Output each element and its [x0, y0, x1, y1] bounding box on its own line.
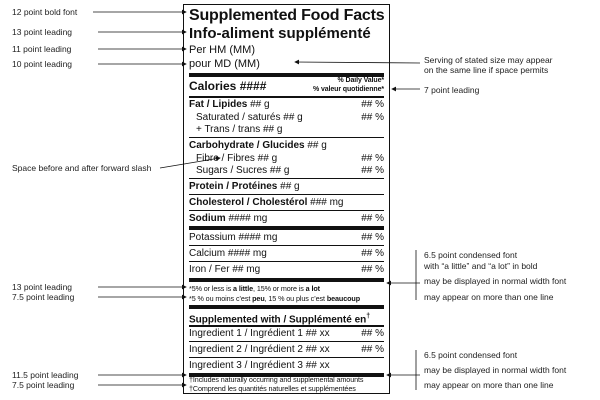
- serving-pour: pour MD (MM): [189, 58, 260, 70]
- calories-row: Calories ####: [189, 79, 267, 93]
- rule-ingredient-2: [189, 357, 384, 358]
- footnote-supplement-fr: †Comprend les quantités naturelles et su…: [189, 384, 356, 393]
- annotation-11pt-leading: 11 point leading: [12, 44, 72, 54]
- annotation-7pt-leading: 7 point leading: [424, 85, 480, 95]
- footnote-fr: *5 % ou moins c’est peu, 15 % ou plus c’…: [189, 294, 360, 303]
- annotation-footnote-bold: with “a little” and “a lot” in bold: [424, 261, 538, 271]
- nutrient-row-cholesterol: Cholesterol / Cholestérol ### mg: [189, 197, 344, 208]
- footnote-en: *5% or less is a little, 15% or more is …: [189, 284, 320, 293]
- supplemented-heading: Supplemented with / Supplémenté en†: [189, 313, 371, 326]
- rule-calcium: [189, 261, 384, 262]
- annotation-7-5pt-leading-footnote: 7.5 point leading: [12, 292, 75, 302]
- annotation-bottom-width: may be displayed in normal width font: [424, 365, 567, 375]
- rule-ingredient-1: [189, 341, 384, 342]
- footnote-supplement-en: †Includes naturally occurring and supple…: [189, 375, 364, 384]
- nutrient-row-carbohydrate: Carbohydrate / Glucides ## g: [189, 140, 327, 151]
- annotation-slash-spacing: Space before and after forward slash: [12, 163, 152, 173]
- rule-iron: [189, 278, 384, 282]
- rule-sodium: [189, 226, 384, 230]
- label-title-fr: Info-aliment supplémenté: [189, 25, 371, 42]
- rule-carb: [189, 178, 384, 179]
- dv-fr: % valeur quotidienne*: [312, 86, 384, 93]
- rule-ingredients: [189, 373, 384, 377]
- ingredient-row-3: Ingredient 3 / Ingrédient 3 ## xx: [189, 360, 330, 371]
- annotation-10pt-leading: 10 point leading: [12, 59, 73, 69]
- annotation-13pt-leading: 13 point leading: [12, 27, 73, 37]
- rule-thick-top: [189, 73, 384, 77]
- ingredient-row-2: Ingredient 2 / Ingrédient 2 ## xx ## %: [189, 344, 384, 355]
- annotation-serving-note-2: on the same line if space permits: [424, 65, 549, 75]
- annotation-footnote-lines: may appear on more than one line: [424, 292, 554, 302]
- rule-supp-heading: [189, 325, 384, 327]
- nutrient-row-potassium: Potassium #### mg ## %: [189, 232, 384, 243]
- serving-per: Per HM (MM): [189, 44, 255, 56]
- annotation-serving-note-1: Serving of stated size may appear: [424, 55, 553, 65]
- annotation-12pt-bold: 12 point bold font: [12, 7, 78, 17]
- annotation-13pt-leading-footnote: 13 point leading: [12, 282, 73, 292]
- rule-fat: [189, 137, 384, 138]
- ingredient-row-1: Ingredient 1 / Ingrédient 1 ## xx ## %: [189, 328, 384, 339]
- annotation-bottom-lines: may appear on more than one line: [424, 380, 554, 390]
- rule-protein: [189, 194, 384, 195]
- annotation-11-5pt-leading: 11.5 point leading: [12, 370, 79, 380]
- nutrient-row-sodium: Sodium #### mg ## %: [189, 213, 384, 224]
- nutrient-row-calcium: Calcium #### mg ## %: [189, 248, 384, 259]
- nutrient-row-sugars: Sugars / Sucres ## g ## %: [196, 165, 384, 176]
- nutrient-row-iron: Iron / Fer ## mg ## %: [189, 264, 384, 275]
- nutrient-row-trans: + Trans / trans ## g: [196, 124, 283, 135]
- nutrient-row-saturated: Saturated / saturés ## g ## %: [196, 112, 384, 123]
- annotation-7-5pt-leading-bottom: 7.5 point leading: [12, 380, 75, 390]
- rule-cholesterol: [189, 210, 384, 211]
- rule-footnote: [189, 305, 384, 309]
- label-title-en: Supplemented Food Facts: [189, 7, 385, 24]
- annotation-bottom-font: 6.5 point condensed font: [424, 350, 518, 360]
- nutrient-row-fat: Fat / Lipides ## g ## %: [189, 99, 384, 110]
- nutrient-row-fibre: Fibre / Fibres ## g ## %: [196, 153, 384, 164]
- annotation-footnote-width: may be displayed in normal width font: [424, 276, 567, 286]
- nutrient-row-protein: Protein / Protéines ## g: [189, 181, 300, 192]
- rule-potassium: [189, 245, 384, 246]
- rule-calories: [189, 96, 384, 98]
- dv-en: % Daily Value*: [337, 77, 385, 84]
- annotation-footnote-font: 6.5 point condensed font: [424, 250, 518, 260]
- supplemented-food-facts-label: Supplemented Food Facts Info-aliment sup…: [183, 4, 390, 394]
